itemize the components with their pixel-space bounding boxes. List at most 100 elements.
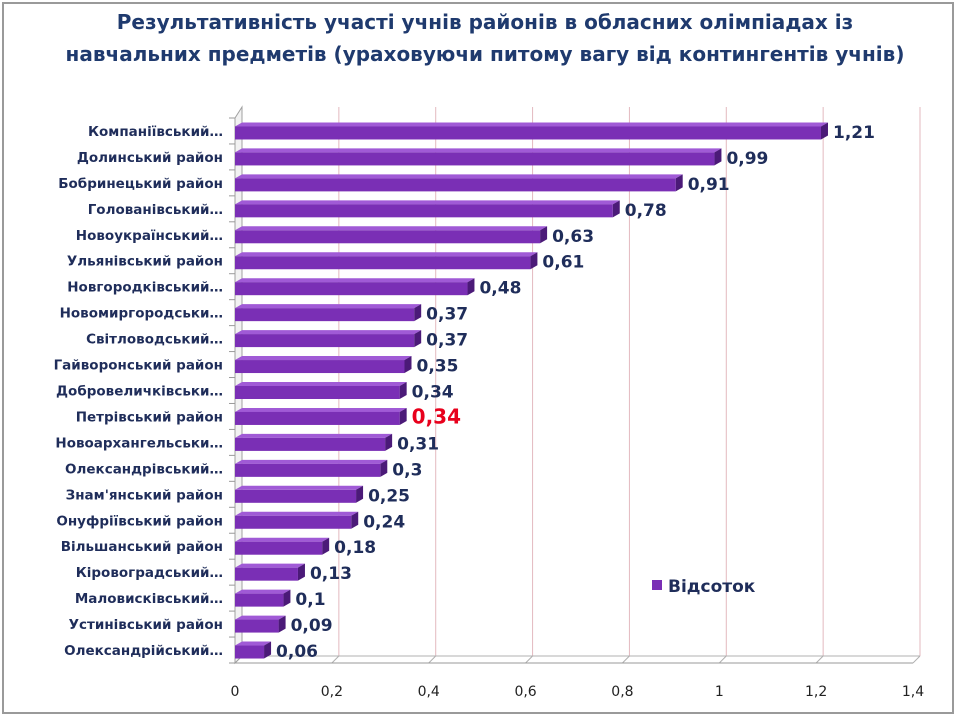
bar-top-face (235, 459, 388, 464)
bar-top-face (235, 511, 359, 516)
x-tick-label: 0,6 (514, 684, 536, 700)
bar-top-face (235, 382, 407, 386)
floor-grid-line (525, 655, 533, 664)
value-label: 0,31 (397, 434, 439, 454)
value-label: 0,1 (295, 590, 325, 610)
bar (235, 433, 393, 451)
floor-grid-line (815, 655, 824, 664)
bar-end-face (399, 407, 407, 425)
category-label: Новоукраїнський… (76, 228, 223, 244)
bar-top-face (235, 641, 272, 646)
bar-top-face (235, 563, 305, 568)
bar-top-face (235, 407, 407, 412)
category-label: Голованівський… (88, 202, 223, 218)
bar-top-face (235, 537, 330, 542)
category-label: Олександрівський… (65, 461, 223, 477)
bar-end-face (414, 304, 422, 322)
bar-top-face (235, 148, 722, 153)
bar (235, 563, 305, 581)
category-label: Ульянівський район (67, 254, 223, 270)
bar-front-face (235, 282, 468, 296)
bar-top-face (235, 356, 412, 361)
bar-front-face (235, 334, 415, 348)
value-label: 0,37 (426, 305, 468, 325)
bar-front-face (235, 256, 531, 270)
value-label: 0,18 (334, 538, 376, 558)
bar (235, 382, 407, 399)
bar-top-face (235, 226, 548, 231)
bar (235, 615, 286, 633)
bar-end-face (278, 615, 286, 633)
bar-front-face (235, 593, 284, 607)
bar (235, 641, 272, 659)
bar-end-face (675, 174, 683, 192)
bar-top-face (235, 278, 475, 283)
bar-end-face (414, 330, 422, 348)
bar (235, 122, 828, 140)
value-labels: 1,21 0,99 0,91 0,78 0,63 0,61 0,48 0,37 0,37 0,35… (276, 123, 875, 662)
bar (235, 459, 388, 477)
value-label: 0,25 (368, 486, 410, 506)
x-tick-label: 0,2 (321, 684, 343, 700)
bar-end-face (467, 278, 475, 296)
bar-front-face (235, 541, 323, 555)
bar-end-face (820, 122, 828, 140)
bar-front-face (235, 360, 405, 374)
x-tick-labels: 0 0,2 0,4 0,6 0,8 1 1,2 1,4 (231, 684, 925, 700)
bar (235, 407, 407, 425)
bar-end-face (540, 226, 548, 244)
bar-top-face (235, 174, 683, 179)
value-label: 0,3 (392, 460, 422, 480)
bar (235, 304, 422, 322)
category-label: Світловодський… (86, 332, 223, 348)
bar-end-face (264, 641, 272, 659)
bar (235, 511, 359, 529)
category-label: Онуфріївський район (56, 513, 223, 529)
bar-front-face (235, 308, 415, 322)
x-tick-label: 0 (231, 684, 240, 700)
bar (235, 200, 620, 218)
category-label: Новгородківський… (67, 280, 223, 296)
bar-front-face (235, 126, 821, 140)
category-label: Компаніївський… (88, 124, 223, 140)
x-tick-label: 0,8 (611, 684, 633, 700)
bar-top-face (235, 330, 422, 335)
floor-grid-line (428, 655, 437, 664)
bar-end-face (404, 356, 412, 374)
bar-end-face (322, 537, 330, 555)
value-label: 0,78 (625, 201, 667, 221)
legend-swatch (652, 580, 662, 590)
value-label: 0,61 (542, 253, 584, 273)
bar-front-face (235, 411, 400, 425)
bar-front-face (235, 619, 279, 633)
bar-front-face (235, 204, 613, 218)
chart-title: Результативність участі учнів районів в … (65, 10, 905, 66)
bar-top-face (235, 122, 828, 127)
bar (235, 174, 683, 192)
category-label: Гайворонський район (54, 358, 223, 374)
bar-top-face (235, 200, 620, 205)
value-label: 0,63 (552, 227, 594, 247)
bar-front-face (235, 386, 400, 399)
bar-end-face (530, 252, 538, 270)
floor-grid-line (912, 655, 921, 664)
bar-end-face (283, 589, 291, 607)
bar-front-face (235, 178, 676, 192)
legend: Відсоток (652, 577, 756, 597)
category-label: Маловисківський… (75, 591, 223, 607)
category-label: Новоархангельськи… (55, 435, 223, 451)
category-label: Долинський район (77, 150, 223, 166)
value-label: 0,34 (412, 383, 454, 403)
bar (235, 226, 548, 244)
value-label: 0,99 (726, 149, 768, 169)
bar (235, 485, 364, 503)
bar-top-face (235, 485, 364, 490)
category-label: Петрівський район (76, 409, 223, 425)
value-label-highlighted: 0,34 (412, 404, 461, 428)
bar-front-face (235, 463, 381, 477)
category-label: Знам'янський район (66, 487, 223, 503)
bar-front-face (235, 152, 715, 166)
value-label: 0,37 (426, 331, 468, 351)
